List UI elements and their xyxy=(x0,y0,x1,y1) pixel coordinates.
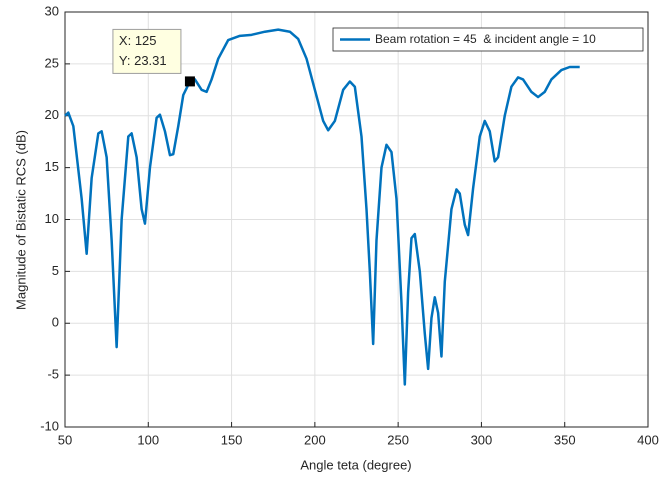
x-tick-label: 200 xyxy=(304,432,326,447)
datatip-y: Y: 23.31 xyxy=(119,53,167,68)
x-tick-label: 100 xyxy=(137,432,159,447)
x-tick-label: 250 xyxy=(387,432,409,447)
datatip-marker xyxy=(184,76,195,87)
x-tick-label: 50 xyxy=(58,432,72,447)
x-axis-label: Angle teta (degree) xyxy=(300,457,411,472)
datatip-box xyxy=(112,28,182,74)
y-axis-label: Magnitude of Bistatic RCS (dB) xyxy=(13,130,28,310)
y-tick-label: 20 xyxy=(45,107,59,122)
y-tick-label: 10 xyxy=(45,211,59,226)
y-tick-label: 5 xyxy=(52,263,59,278)
x-tick-label: 400 xyxy=(637,432,659,447)
y-tick-label: 25 xyxy=(45,55,59,70)
x-tick-label: 300 xyxy=(471,432,493,447)
x-tick-label: 350 xyxy=(554,432,576,447)
y-tick-label: 30 xyxy=(45,3,59,18)
x-tick-label: 150 xyxy=(221,432,243,447)
y-tick-label: -5 xyxy=(47,367,59,382)
axes-box xyxy=(64,11,649,428)
y-tick-label: 15 xyxy=(45,159,59,174)
y-tick-label: -10 xyxy=(40,418,59,433)
datatip-x: X: 125 xyxy=(119,33,157,48)
legend-label: Beam rotation = 45 & incident angle = 10 xyxy=(375,32,596,46)
data-line xyxy=(64,28,580,386)
y-tick-label: 0 xyxy=(52,315,59,330)
legend-box xyxy=(332,27,644,52)
